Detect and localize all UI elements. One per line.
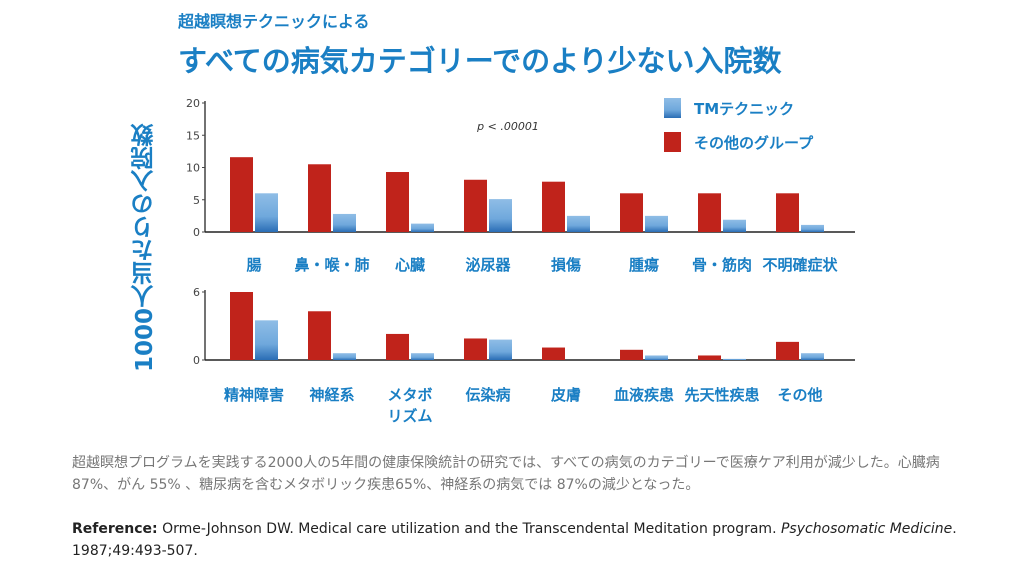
bar-other-group: [230, 292, 253, 360]
reference-journal: Psychosomatic Medicine: [780, 521, 953, 537]
bar-other-group: [620, 193, 643, 232]
bar-other-group: [776, 341, 799, 360]
category-label: 不明確症状: [762, 256, 838, 274]
legend-label: TMテクニック: [694, 100, 794, 118]
y-tick-label: 0: [193, 354, 200, 367]
category-label: 血液疾患: [614, 386, 674, 404]
category-label: 骨・筋肉: [692, 256, 752, 274]
y-tick-label: 10: [186, 162, 200, 175]
category-label: その他: [777, 386, 822, 404]
category-label: 腫瘍: [629, 256, 659, 274]
category-label: 神経系: [309, 386, 354, 404]
y-tick-label: 0: [193, 226, 200, 239]
y-tick-label: 6: [193, 286, 200, 299]
y-tick-label: 5: [193, 194, 200, 207]
bar-other-group: [386, 333, 409, 360]
reference-label: Reference:: [72, 521, 158, 537]
bar-tm: [411, 353, 434, 360]
bar-other-group: [464, 338, 487, 360]
page-title: すべての病気カテゴリーでのより少ない入院数: [178, 44, 782, 78]
category-label: 損傷: [551, 256, 581, 274]
category-label: 腸: [246, 256, 261, 274]
bar-tm: [801, 353, 824, 360]
category-label: メタボ: [387, 386, 432, 404]
reference: Reference: Orme-Johnson DW. Medical care…: [72, 518, 992, 562]
bar-tm: [255, 193, 278, 232]
bar-tm: [333, 213, 356, 232]
reference-text: Orme-Johnson DW. Medical care utilizatio…: [157, 521, 781, 537]
category-label: 伝染病: [465, 386, 510, 404]
bar-tm: [645, 215, 668, 232]
bar-tm: [723, 358, 746, 360]
bar-charts: 0 5 10 15 20 腸 鼻・喉・肺 心臓 泌尿器 損傷 腫瘍 骨・筋肉 不明確症状 p < .000…: [186, 97, 855, 425]
bar-tm: [723, 219, 746, 232]
p-value-annotation: p < .00001: [476, 120, 539, 133]
y-tick-label: 20: [186, 97, 200, 110]
bar-tm: [567, 215, 590, 232]
bar-other-group: [230, 157, 253, 232]
bar-other-group: [308, 311, 331, 360]
category-label: 泌尿器: [465, 256, 511, 274]
bar-tm: [489, 199, 512, 232]
category-label: 先天性疾患: [684, 386, 759, 404]
bar-other-group: [776, 193, 799, 232]
bar-tm: [645, 355, 668, 360]
bar-tm: [489, 339, 512, 360]
bar-other-group: [698, 355, 721, 360]
category-label: リズム: [387, 407, 432, 425]
description: 超越瞑想プログラムを実践する2000人の5年間の健康保険統計の研究では、すべての…: [72, 455, 940, 493]
bar-other-group: [698, 193, 721, 232]
bar-tm: [255, 320, 278, 360]
bar-tm: [411, 223, 434, 232]
bar-other-group: [386, 172, 409, 232]
bar-tm: [801, 224, 824, 232]
bar-other-group: [542, 347, 565, 360]
y-tick-label: 15: [186, 129, 200, 142]
bar-other-group: [464, 179, 487, 232]
bar-other-group: [308, 164, 331, 232]
category-label: 精神障害: [224, 386, 284, 404]
legend-label: その他のグループ: [694, 134, 814, 152]
reference-tail: . 1987;49:493-507.: [72, 521, 957, 559]
bar-other-group: [542, 181, 565, 232]
legend-swatch: [664, 98, 681, 118]
category-label: 鼻・喉・肺: [294, 256, 369, 274]
bar-other-group: [620, 349, 643, 360]
bar-tm: [333, 353, 356, 360]
subtitle: 超越瞑想テクニックによる: [178, 12, 370, 31]
legend-swatch: [664, 132, 681, 152]
category-label: 心臓: [395, 256, 425, 274]
category-label: 皮膚: [551, 386, 581, 404]
